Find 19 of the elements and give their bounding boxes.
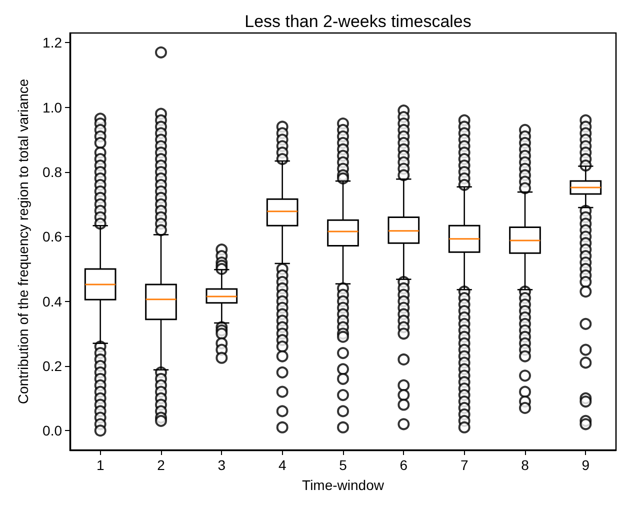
- y-tick-label: 0.4: [42, 293, 62, 310]
- y-tick-label: 1.2: [42, 34, 62, 51]
- x-tick-label: 3: [218, 457, 226, 473]
- y-tick-label: 1.0: [42, 99, 62, 116]
- y-tick-label: 0.0: [42, 422, 62, 439]
- chart-title: Less than 2-weeks timescales: [244, 12, 472, 31]
- x-tick-label: 4: [278, 457, 286, 473]
- x-tick-label: 7: [460, 457, 468, 473]
- x-tick-label: 5: [339, 457, 348, 473]
- x-tick-label: 9: [582, 457, 590, 473]
- y-tick-label: 0.6: [42, 228, 62, 245]
- x-tick-label: 6: [400, 457, 408, 473]
- y-tick-label: 0.8: [42, 164, 62, 180]
- x-tick-label: 1: [96, 457, 104, 473]
- x-axis-title: Time-window: [302, 477, 385, 493]
- y-axis-title: Contribution of the frequency region to total variance: [15, 78, 31, 404]
- x-tick-label: 8: [521, 457, 530, 473]
- y-tick-label: 0.2: [42, 358, 62, 374]
- x-tick-label: 2: [157, 457, 166, 473]
